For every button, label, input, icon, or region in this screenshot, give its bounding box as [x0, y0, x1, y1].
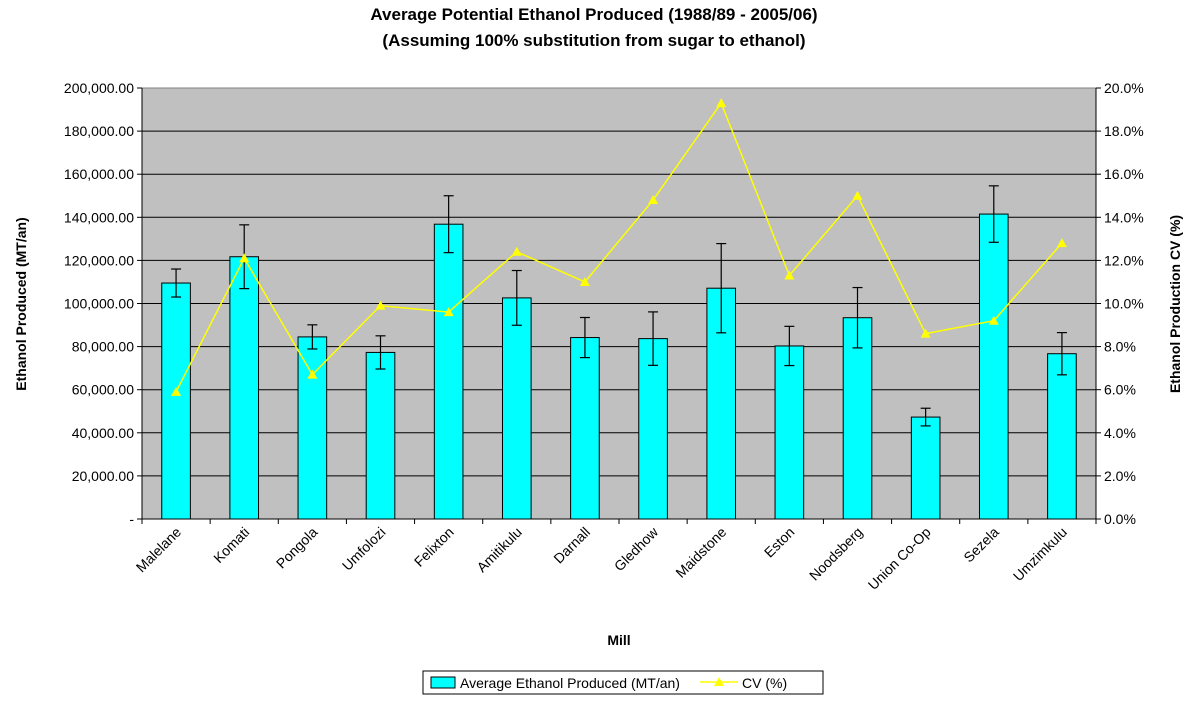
x-tick-label: Gledhow [611, 523, 662, 574]
bar [774, 345, 805, 520]
legend-bar-swatch [430, 676, 456, 689]
cv-marker [716, 98, 727, 108]
y2-tick-label: 0.0% [1104, 511, 1136, 527]
bar [433, 223, 464, 520]
y-axis-title: Ethanol Produced (MT/an) [13, 217, 29, 390]
bar [161, 282, 191, 520]
cv-marker [988, 315, 999, 325]
legend-line-label: CV (%) [742, 675, 787, 691]
cv-marker [443, 307, 454, 317]
plot-area: - 20,000.00 40,000.00 60,000.00 80,000.00 100… [64, 80, 1144, 593]
bar [501, 297, 532, 520]
y2-axis-title: Ethanol Production CV (%) [1167, 215, 1183, 393]
cv-marker [784, 270, 795, 280]
bar [1047, 353, 1077, 520]
legend-line-marker [714, 677, 724, 686]
y-tick-label: 180,000.00 [64, 123, 134, 139]
cv-marker [579, 276, 590, 286]
cv-marker [852, 190, 863, 200]
x-tick-label: Amitikulu [473, 524, 524, 575]
y2-tick-label: 20.0% [1104, 80, 1144, 96]
y2-tick-label: 8.0% [1104, 339, 1136, 355]
cv-marker [239, 253, 250, 263]
cv-marker [511, 246, 522, 256]
x-tick-label: Malelane [133, 524, 185, 576]
y-tick-label: 100,000.00 [64, 296, 134, 312]
cv-marker [375, 300, 386, 310]
x-tick-label: Union Co-Op [865, 524, 934, 593]
y-tick-label: 200,000.00 [64, 80, 134, 96]
x-tick-label: Pongola [273, 524, 321, 572]
y2-tick-label: 2.0% [1104, 468, 1136, 484]
x-tick-label: Umzimkulu [1010, 524, 1070, 584]
legend-box [422, 670, 824, 695]
bar [229, 256, 260, 520]
x-tick-label: Maidstone [672, 524, 729, 581]
chart-title: Average Potential Ethanol Produced (1988… [370, 5, 817, 24]
legend: Average Ethanol Produced (MT/an) CV (%) [422, 670, 824, 695]
y-tick-label: 140,000.00 [64, 209, 134, 225]
x-tick-label: Komati [210, 524, 252, 566]
cv-marker [920, 328, 931, 338]
y-tick-label: 120,000.00 [64, 252, 134, 268]
x-tick-label: Umfolozi [339, 524, 389, 574]
y-tick-label: 20,000.00 [72, 468, 134, 484]
y-tick-label: 160,000.00 [64, 166, 134, 182]
y-tick-label: - [129, 511, 134, 527]
bar [910, 416, 941, 520]
y-tick-label: 80,000.00 [72, 339, 134, 355]
y-tick-label: 40,000.00 [72, 425, 134, 441]
y2-tick-label: 6.0% [1104, 382, 1136, 398]
y2-tick-label: 16.0% [1104, 166, 1144, 182]
cv-line [175, 101, 1063, 393]
bar [978, 213, 1009, 520]
bar [842, 317, 873, 520]
y2-tick-label: 14.0% [1104, 209, 1144, 225]
cv-marker [171, 386, 182, 396]
x-tick-label: Darnall [550, 524, 593, 567]
bar [365, 351, 396, 520]
cv-marker [1056, 238, 1067, 248]
x-tick-label: Noodsberg [806, 524, 866, 584]
y2-tick-label: 12.0% [1104, 252, 1144, 268]
bar [570, 337, 600, 520]
x-tick-label: Felixton [411, 524, 457, 570]
legend-bar-label: Average Ethanol Produced (MT/an) [460, 675, 680, 691]
cv-marker [307, 369, 318, 379]
x-tick-label: Eston [761, 524, 798, 561]
y2-tick-label: 10.0% [1104, 296, 1144, 312]
x-axis-title: Mill [607, 632, 630, 648]
x-tick-label: Sezela [960, 524, 1002, 566]
y2-tick-label: 4.0% [1104, 425, 1136, 441]
cv-marker [648, 195, 659, 205]
y-tick-label: 60,000.00 [72, 382, 134, 398]
y2-tick-label: 18.0% [1104, 123, 1144, 139]
chart-subtitle: (Assuming 100% substitution from sugar t… [382, 31, 805, 50]
